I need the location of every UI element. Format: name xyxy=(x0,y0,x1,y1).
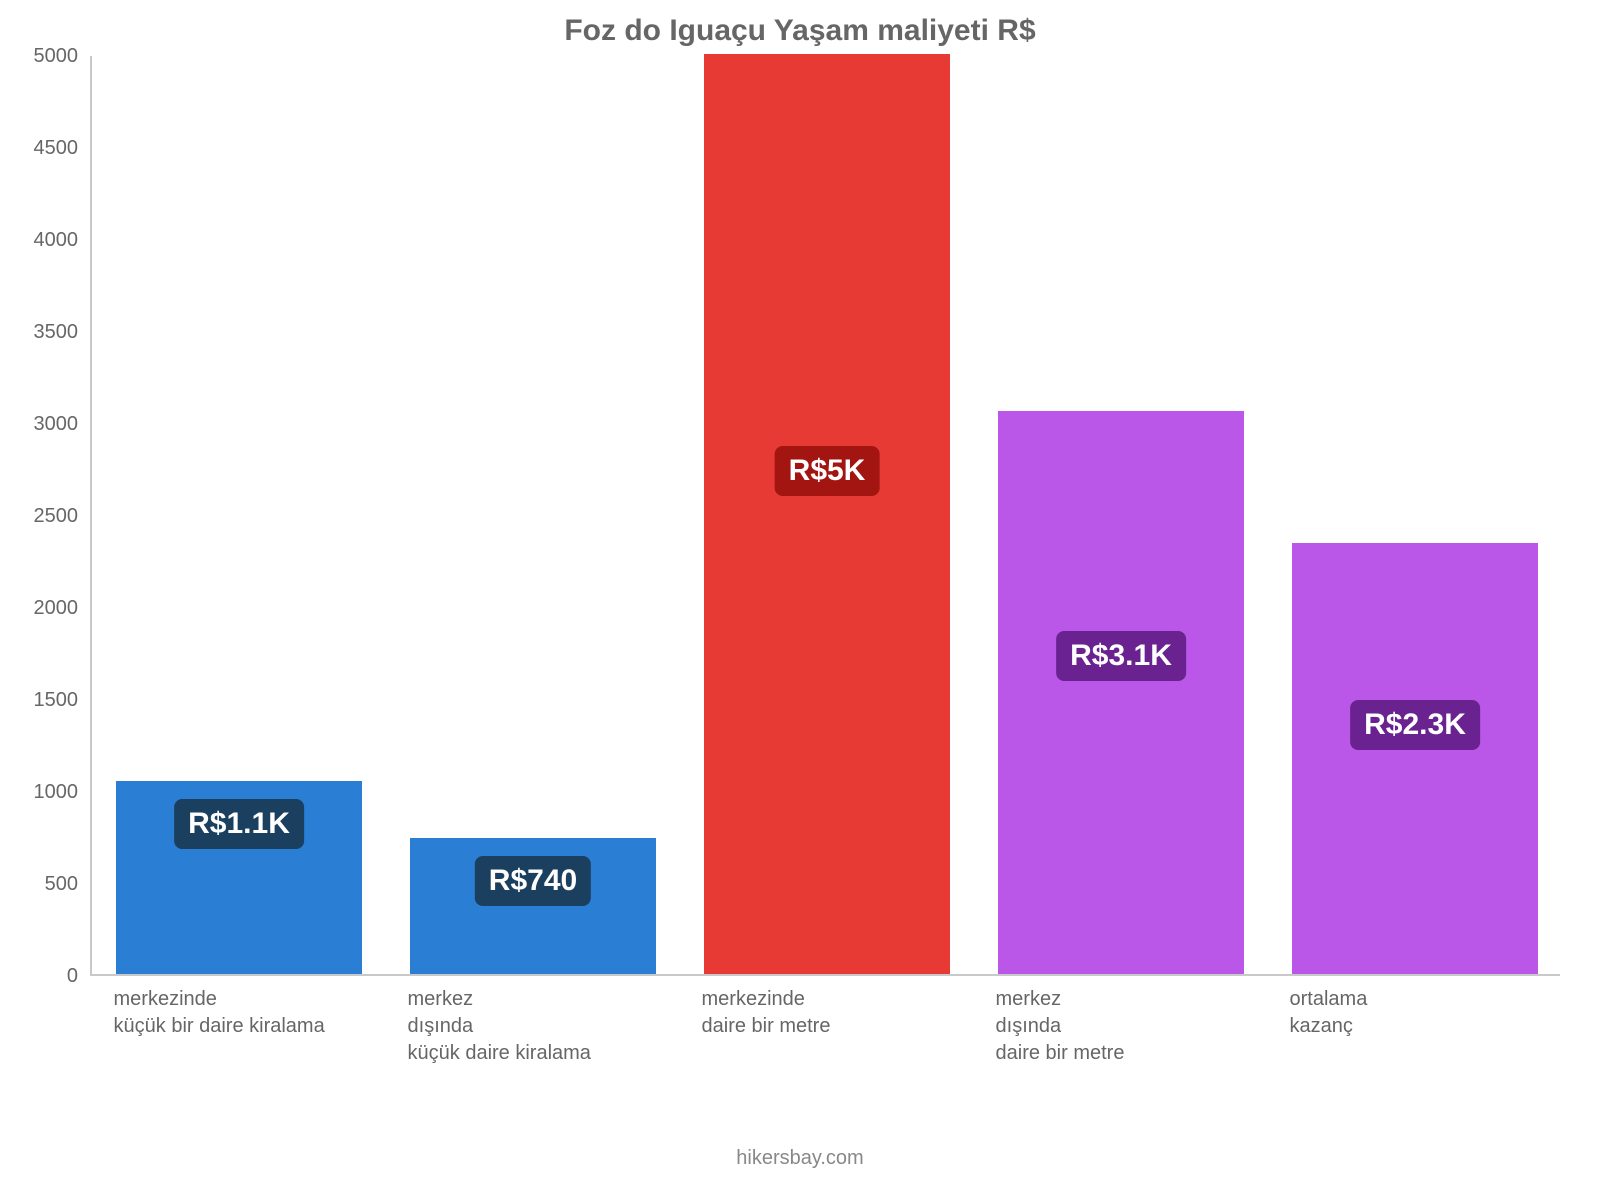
x-tick-label: merkezinde daire bir metre xyxy=(702,986,831,1040)
y-tick-label: 2500 xyxy=(0,505,90,528)
y-tick-label: 3500 xyxy=(0,321,90,344)
x-tick-label: merkez dışında daire bir metre xyxy=(996,986,1125,1067)
y-tick-label: 3000 xyxy=(0,413,90,436)
x-tick-label: ortalama kazanç xyxy=(1290,986,1368,1040)
y-tick-label: 1000 xyxy=(0,781,90,804)
y-tick-label: 5000 xyxy=(0,45,90,68)
chart-title: Foz do Iguaçu Yaşam maliyeti R$ xyxy=(0,14,1600,48)
attribution-text: hikersbay.com xyxy=(0,1147,1600,1170)
y-tick-label: 2000 xyxy=(0,597,90,620)
y-tick-label: 500 xyxy=(0,873,90,896)
value-badge: R$5K xyxy=(775,446,880,496)
value-badge: R$2.3K xyxy=(1350,700,1480,750)
plot-area: R$1.1K R$740 R$5K R$3.1K R$2.3K xyxy=(90,56,1560,976)
y-tick-label: 4500 xyxy=(0,137,90,160)
cost-of-living-chart: Foz do Iguaçu Yaşam maliyeti R$ 0 500 1000… xyxy=(0,0,1600,1200)
y-tick-label: 4000 xyxy=(0,229,90,252)
value-badge: R$1.1K xyxy=(174,799,304,849)
x-tick-label: merkezinde küçük bir daire kiralama xyxy=(114,986,325,1040)
y-tick-label: 1500 xyxy=(0,689,90,712)
y-tick-label: 0 xyxy=(0,965,90,988)
bar xyxy=(1292,543,1539,974)
bar xyxy=(704,54,951,974)
x-tick-label: merkez dışında küçük daire kiralama xyxy=(408,986,591,1067)
value-badge: R$3.1K xyxy=(1056,631,1186,681)
value-badge: R$740 xyxy=(475,856,591,906)
bar xyxy=(998,411,1245,974)
